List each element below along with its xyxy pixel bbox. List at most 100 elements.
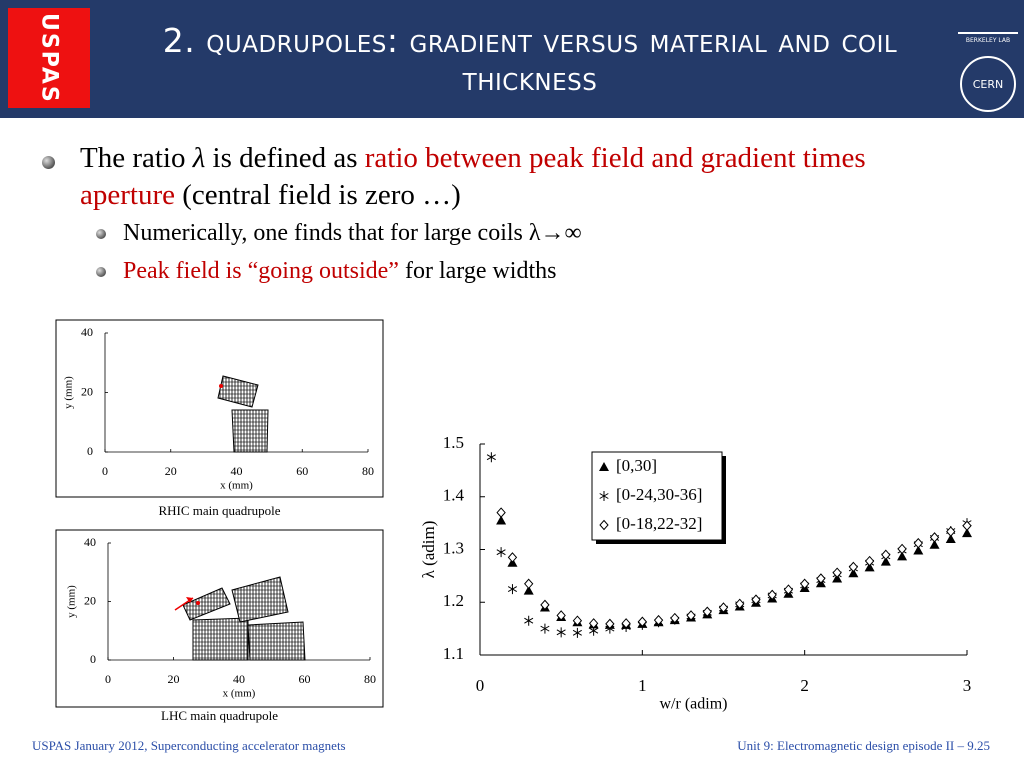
marker (962, 528, 972, 538)
x-tick-label: 1 (638, 676, 647, 695)
caption: LHC main quadrupole (161, 708, 278, 723)
marker (897, 543, 907, 555)
x-axis-label: x (mm) (220, 480, 253, 492)
bullet-text: is defined as (205, 142, 365, 174)
marker (848, 561, 859, 573)
marker (556, 610, 566, 621)
marker (686, 610, 696, 621)
caption: RHIC main quadrupole (158, 503, 280, 518)
peak-field-point (196, 601, 200, 605)
x-tick-label: 0 (105, 672, 111, 686)
marker (621, 618, 631, 629)
coil-block (217, 375, 259, 408)
marker (523, 585, 534, 595)
x-tick-label: 80 (364, 672, 376, 686)
marker (572, 627, 582, 638)
marker (881, 549, 891, 561)
marker (735, 598, 745, 610)
cern-logo: CERN (960, 56, 1016, 112)
bullet-text: Peak field is “going outside” (123, 258, 399, 284)
lab-logo-text: BERKELEY LAB (965, 37, 1011, 44)
x-tick-label: 60 (299, 672, 311, 686)
x-axis-label: x (mm) (223, 688, 256, 700)
footer-right: Unit 9: Electromagnetic design episode I… (737, 738, 990, 753)
plot-frame (55, 529, 384, 708)
marker (599, 519, 609, 531)
x-tick-label: 2 (800, 676, 809, 695)
y-tick-label: 1.2 (443, 591, 464, 610)
peak-field-point (219, 384, 223, 388)
bullet: The ratio λ is defined as ratio between … (40, 140, 940, 214)
y-tick-label: 0 (87, 444, 93, 458)
bullet-text: Numerically, one finds that for large co… (123, 220, 582, 246)
marker (832, 567, 842, 578)
logo: USPAS (8, 8, 90, 108)
coil-block (231, 409, 269, 453)
arrow-head (186, 597, 193, 603)
header: USPAS 2. Quadrupoles: gradient versus ma… (0, 0, 1024, 118)
bullet-text: for large widths (398, 258, 557, 284)
coil-block (192, 617, 249, 661)
marker (556, 627, 566, 638)
marker (496, 515, 507, 525)
y-tick-label: 40 (84, 535, 96, 549)
footer-left: USPAS January 2012, Superconducting acce… (32, 738, 346, 753)
coil-block (247, 621, 306, 661)
y-axis-label: y (mm) (63, 376, 75, 409)
x-tick-label: 3 (963, 676, 972, 695)
x-tick-label: 20 (165, 464, 177, 478)
marker (486, 452, 496, 463)
legend (591, 451, 723, 541)
marker (572, 615, 583, 626)
marker (605, 618, 615, 630)
marker (507, 552, 518, 563)
marker (718, 602, 729, 613)
marker (864, 555, 875, 567)
marker (653, 614, 664, 626)
legend-label: [0-18,22-32] (616, 514, 702, 533)
marker (637, 616, 648, 628)
marker (588, 618, 599, 629)
lab-logo: BERKELEY LAB (958, 6, 1018, 50)
legend-label: [0,30] (616, 456, 657, 475)
y-tick-label: 20 (84, 593, 96, 607)
marker (599, 462, 609, 471)
y-tick-label: 0 (90, 652, 96, 666)
x-tick-label: 40 (231, 464, 243, 478)
bullet-text: The ratio (80, 142, 193, 174)
y-axis-label: λ (adim) (419, 521, 438, 579)
marker (962, 520, 972, 532)
coil-block (231, 576, 289, 623)
marker (913, 537, 923, 549)
x-tick-label: 80 (362, 464, 374, 478)
x-tick-label: 40 (233, 672, 245, 686)
marker (929, 532, 940, 543)
marker (496, 507, 506, 518)
y-tick-label: 20 (81, 384, 93, 398)
marker (897, 551, 908, 561)
legend-label: [0-24,30-36] (616, 485, 702, 504)
bullet-list: The ratio λ is defined as ratio between … (40, 140, 940, 290)
plot-frame (55, 319, 384, 498)
sub-bullet: Numerically, one finds that for large co… (40, 214, 940, 252)
sub-bullet: Peak field is “going outside” for large … (40, 252, 940, 290)
x-tick-label: 60 (296, 464, 308, 478)
bullet-text: λ (192, 142, 206, 174)
x-axis-label: w/r (adim) (660, 696, 728, 713)
marker (702, 606, 712, 617)
y-tick-label: 1.5 (443, 433, 464, 452)
slide-title: 2. Quadrupoles: gradient versus material… (162, 21, 898, 98)
marker (816, 573, 826, 584)
marker (913, 545, 924, 555)
y-tick-label: 1.4 (443, 486, 465, 505)
marker (670, 612, 680, 624)
marker (540, 623, 550, 634)
marker (496, 547, 506, 558)
x-tick-label: 0 (476, 676, 485, 695)
marker (540, 599, 550, 611)
marker (751, 594, 761, 605)
marker (929, 539, 940, 549)
marker (524, 578, 534, 590)
